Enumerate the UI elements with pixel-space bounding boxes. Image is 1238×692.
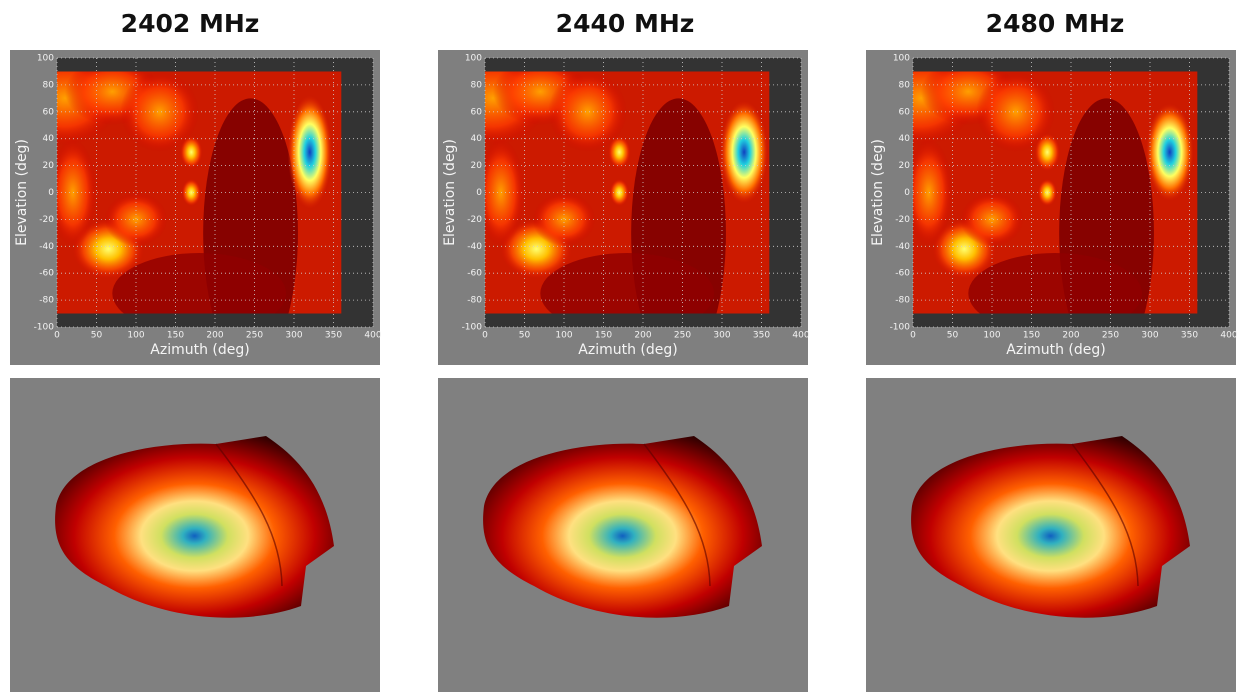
x-tick-label: 300 xyxy=(1141,331,1158,341)
figure: 2402 MHz050100150200250300350400-100-80-… xyxy=(0,0,1238,692)
y-tick-label: -80 xyxy=(39,296,54,306)
heatmap-blob xyxy=(180,136,202,168)
x-tick-label: 300 xyxy=(285,331,302,341)
x-tick-label: 50 xyxy=(91,331,103,341)
x-tick-label: 0 xyxy=(54,331,60,341)
x-tick-label: 400 xyxy=(364,331,381,341)
y-tick-label: 0 xyxy=(48,188,54,198)
heatmap-blob xyxy=(1146,104,1193,201)
y-tick-label: 60 xyxy=(899,107,911,117)
y-tick-label: 100 xyxy=(465,54,482,64)
x-tick-label: 350 xyxy=(1181,331,1198,341)
y-tick-label: -60 xyxy=(895,269,910,279)
y-tick-label: 60 xyxy=(43,107,55,117)
x-tick-label: 400 xyxy=(792,331,809,341)
y-tick-label: 20 xyxy=(471,161,483,171)
y-tick-label: 100 xyxy=(37,54,54,64)
chart-title: 2402 MHz xyxy=(121,9,260,38)
x-axis-label: Azimuth (deg) xyxy=(1006,342,1105,358)
x-tick-label: 0 xyxy=(910,331,916,341)
x-tick-label: 200 xyxy=(634,331,651,341)
x-tick-label: 50 xyxy=(947,331,959,341)
y-tick-label: 80 xyxy=(899,80,911,90)
y-tick-label: -100 xyxy=(890,323,911,333)
x-tick-label: 250 xyxy=(674,331,691,341)
x-tick-label: 400 xyxy=(1220,331,1237,341)
chart-title: 2440 MHz xyxy=(556,9,695,38)
y-tick-label: -80 xyxy=(467,296,482,306)
x-tick-label: 250 xyxy=(246,331,263,341)
x-axis-label: Azimuth (deg) xyxy=(578,342,677,358)
x-tick-label: 150 xyxy=(167,331,184,341)
heatmap-blob xyxy=(288,96,332,209)
x-tick-label: 200 xyxy=(206,331,223,341)
heatmap-blob xyxy=(720,101,767,203)
x-tick-label: 150 xyxy=(595,331,612,341)
x-tick-label: 300 xyxy=(713,331,730,341)
x-tick-label: 350 xyxy=(753,331,770,341)
y-axis-label: Elevation (deg) xyxy=(870,139,886,246)
y-axis-label: Elevation (deg) xyxy=(442,139,458,246)
y-tick-label: 40 xyxy=(43,134,55,144)
y-tick-label: -40 xyxy=(39,242,54,252)
y-tick-label: -20 xyxy=(467,215,482,225)
x-tick-label: 50 xyxy=(519,331,531,341)
y-tick-label: 40 xyxy=(899,134,911,144)
x-tick-label: 150 xyxy=(1023,331,1040,341)
x-tick-label: 100 xyxy=(127,331,144,341)
y-tick-label: -80 xyxy=(895,296,910,306)
y-tick-label: -60 xyxy=(467,269,482,279)
x-tick-label: 350 xyxy=(325,331,342,341)
y-tick-label: -20 xyxy=(895,215,910,225)
y-tick-label: -60 xyxy=(39,269,54,279)
heatmap-blob xyxy=(1035,133,1060,171)
y-tick-label: -100 xyxy=(462,323,483,333)
y-tick-label: -40 xyxy=(895,242,910,252)
x-tick-label: 250 xyxy=(1102,331,1119,341)
y-tick-label: -100 xyxy=(34,323,55,333)
y-tick-label: 80 xyxy=(471,80,483,90)
x-tick-label: 0 xyxy=(482,331,488,341)
y-tick-label: -40 xyxy=(467,242,482,252)
x-tick-label: 200 xyxy=(1062,331,1079,341)
y-tick-label: 80 xyxy=(43,80,55,90)
heatmap-blob xyxy=(608,136,630,168)
y-tick-label: 20 xyxy=(43,161,55,171)
y-tick-label: 40 xyxy=(471,134,483,144)
x-axis-label: Azimuth (deg) xyxy=(150,342,249,358)
y-tick-label: 60 xyxy=(471,107,483,117)
y-tick-label: 100 xyxy=(893,54,910,64)
x-tick-label: 100 xyxy=(983,331,1000,341)
y-tick-label: 20 xyxy=(899,161,911,171)
chart-title: 2480 MHz xyxy=(986,9,1125,38)
y-axis-label: Elevation (deg) xyxy=(14,139,30,246)
y-tick-label: 0 xyxy=(476,188,482,198)
x-tick-label: 100 xyxy=(555,331,572,341)
y-tick-label: -20 xyxy=(39,215,54,225)
y-tick-label: 0 xyxy=(904,188,910,198)
